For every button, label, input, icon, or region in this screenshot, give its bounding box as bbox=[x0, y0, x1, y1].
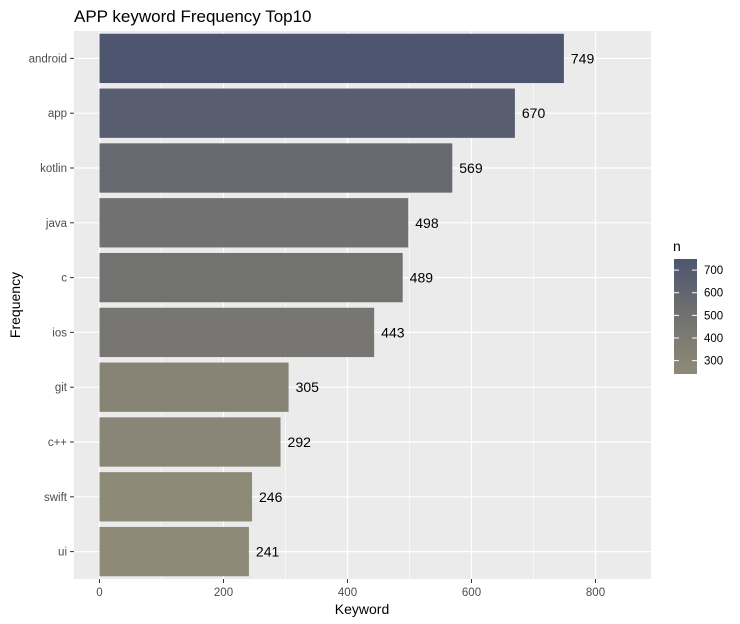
bar-ui bbox=[99, 526, 249, 577]
legend-tick-label: 700 bbox=[704, 265, 723, 277]
x-tick-label: 600 bbox=[462, 587, 481, 599]
data-label-app: 670 bbox=[522, 105, 546, 121]
bar-swift bbox=[99, 472, 253, 522]
y-axis-title: Frequency bbox=[7, 272, 23, 338]
legend-ticks: 300 400 500 600 700 bbox=[674, 265, 723, 368]
y-tick-label-c: c bbox=[61, 273, 67, 285]
y-tick-label-app: app bbox=[48, 108, 67, 120]
bar-git bbox=[99, 362, 289, 412]
bar-ios bbox=[99, 307, 375, 358]
bar-c++ bbox=[99, 417, 281, 467]
data-labels: 749 670 569 498 489 443 305 292 246 241 bbox=[256, 50, 595, 559]
legend-tick-label: 400 bbox=[704, 333, 723, 345]
data-label-c++: 292 bbox=[288, 434, 312, 450]
bar-kotlin bbox=[99, 143, 453, 193]
data-label-java: 498 bbox=[415, 215, 439, 231]
legend-tick-label: 500 bbox=[704, 310, 723, 322]
chart-title: APP keyword Frequency Top10 bbox=[74, 7, 312, 26]
legend-colorbar bbox=[674, 259, 697, 374]
y-tick-label-git: git bbox=[55, 382, 68, 394]
legend-tick-label: 300 bbox=[704, 356, 723, 368]
y-axis: android app kotlin java c ios git c++ swift ui bbox=[29, 53, 74, 559]
data-label-swift: 246 bbox=[259, 489, 283, 505]
data-label-ios: 443 bbox=[381, 324, 405, 340]
x-tick-label: 800 bbox=[586, 587, 605, 599]
data-label-ui: 241 bbox=[256, 544, 280, 560]
data-label-kotlin: 569 bbox=[459, 160, 483, 176]
y-tick-label-kotlin: kotlin bbox=[40, 163, 67, 175]
y-tick-label-c++: c++ bbox=[48, 437, 67, 449]
data-label-android: 749 bbox=[571, 50, 595, 66]
bar-app bbox=[99, 88, 515, 138]
legend-tick-label: 600 bbox=[704, 288, 723, 300]
bar-c bbox=[99, 252, 403, 303]
bars bbox=[99, 33, 564, 577]
x-tick-label: 400 bbox=[338, 587, 357, 599]
x-tick-label: 0 bbox=[96, 587, 102, 599]
x-axis-title: Keyword bbox=[335, 601, 389, 617]
data-label-git: 305 bbox=[296, 379, 320, 395]
y-tick-label-java: java bbox=[45, 218, 68, 230]
data-label-c: 489 bbox=[410, 270, 434, 286]
x-tick-label: 200 bbox=[214, 587, 233, 599]
y-tick-label-ui: ui bbox=[58, 547, 67, 559]
x-axis: 0 200 400 600 800 bbox=[96, 579, 605, 599]
legend: n 300 400 500 600 700 bbox=[673, 238, 723, 374]
legend-title: n bbox=[673, 238, 681, 254]
y-tick-label-swift: swift bbox=[44, 492, 68, 504]
y-tick-label-ios: ios bbox=[52, 327, 67, 339]
y-tick-label-android: android bbox=[29, 53, 67, 65]
bar-java bbox=[99, 198, 409, 248]
bar-android bbox=[99, 33, 564, 84]
